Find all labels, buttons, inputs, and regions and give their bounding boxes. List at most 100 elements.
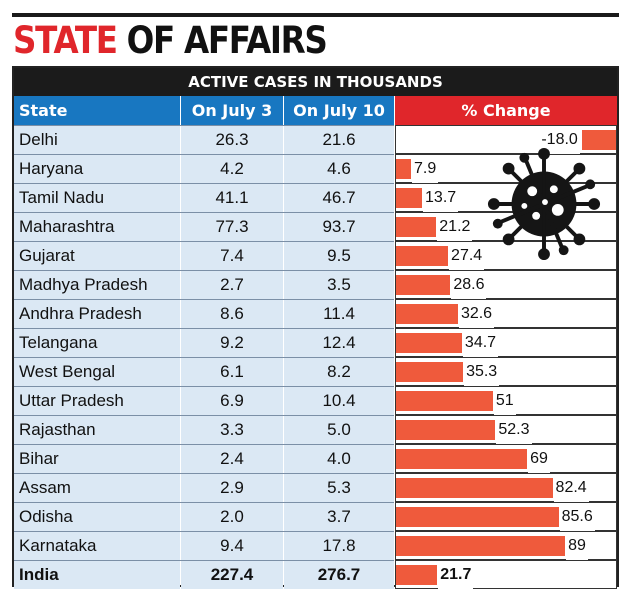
row-divider	[14, 270, 394, 271]
change-bar-madhya-pradesh	[396, 275, 451, 295]
header-july3: On July 3	[181, 96, 283, 125]
row-divider	[14, 560, 394, 561]
change-bar-andhra-pradesh	[396, 304, 458, 324]
july3-cell: 9.4	[181, 531, 283, 560]
july3-cell: 3.3	[181, 415, 283, 444]
row-divider	[14, 241, 394, 242]
change-bar-bihar	[396, 449, 528, 469]
change-label-telangana: 34.7	[462, 329, 499, 357]
change-cell: 32.6	[395, 299, 617, 328]
change-bar-assam	[396, 478, 553, 498]
change-cell: 52.3	[395, 415, 617, 444]
state-cell: Rajasthan	[14, 415, 180, 444]
change-cell: -18.0	[395, 125, 617, 154]
row-divider	[14, 531, 394, 532]
state-cell: Haryana	[14, 154, 180, 183]
state-cell: Odisha	[14, 502, 180, 531]
july3-cell: 8.6	[181, 299, 283, 328]
change-bar-odisha	[396, 507, 559, 527]
state-cell: Bihar	[14, 444, 180, 473]
table-row: Assam 2.9 5.3 82.4	[14, 473, 617, 502]
change-label-haryana: 7.9	[412, 155, 439, 183]
row-divider	[14, 154, 394, 155]
change-label-karnataka: 89	[566, 532, 588, 560]
change-cell: 35.3	[395, 357, 617, 386]
table-row: Uttar Pradesh 6.9 10.4 51	[14, 386, 617, 415]
change-cell: 85.6	[395, 502, 617, 531]
table-row: Delhi 26.3 21.6 -18.0	[14, 125, 617, 154]
change-bar-gujarat	[396, 246, 449, 266]
change-label-rajasthan: 52.3	[496, 416, 532, 444]
change-bar-rajasthan	[396, 420, 496, 440]
row-divider	[14, 125, 394, 126]
change-cell: 69	[395, 444, 617, 473]
state-cell: Madhya Pradesh	[14, 270, 180, 299]
row-divider	[14, 183, 394, 184]
table-row: Karnataka 9.4 17.8 89	[14, 531, 617, 560]
headline: STATE OF AFFAIRS	[13, 19, 328, 63]
total-row: India 227.4 276.7 21.7	[14, 560, 617, 589]
header-row: State On July 3 On July 10 % Change	[14, 96, 617, 125]
july10-cell: 11.4	[284, 299, 394, 328]
change-label-tamil-nadu: 13.7	[423, 184, 459, 212]
table-row: Odisha 2.0 3.7 85.6	[14, 502, 617, 531]
july3-cell: 6.1	[181, 357, 283, 386]
row-divider	[14, 299, 394, 300]
row-divider	[14, 386, 394, 387]
table-row: Gujarat 7.4 9.5 27.4	[14, 241, 617, 270]
change-cell: 89	[395, 531, 617, 560]
july3-cell: 26.3	[181, 125, 283, 154]
change-bar-haryana	[396, 159, 411, 179]
state-cell: Andhra Pradesh	[14, 299, 180, 328]
change-bar-telangana	[396, 333, 462, 353]
change-label-odisha: 85.6	[559, 503, 595, 531]
july10-cell: 3.5	[284, 270, 394, 299]
july10-cell: 4.6	[284, 154, 394, 183]
july10-cell: 5.3	[284, 473, 394, 502]
table-row: Rajasthan 3.3 5.0 52.3	[14, 415, 617, 444]
july10-cell: 21.6	[284, 125, 394, 154]
july3-cell: 77.3	[181, 212, 283, 241]
change-cell: 51	[395, 386, 617, 415]
change-label-west-bengal: 35.3	[464, 358, 500, 386]
coronavirus-icon	[487, 147, 601, 261]
table-row: Telangana 9.2 12.4 34.7	[14, 328, 617, 357]
row-divider	[14, 212, 394, 213]
july3-cell: 6.9	[181, 386, 283, 415]
july3-cell: 227.4	[181, 560, 283, 589]
july3-cell: 41.1	[181, 183, 283, 212]
july10-cell: 46.7	[284, 183, 394, 212]
july10-cell: 8.2	[284, 357, 394, 386]
july10-cell: 3.7	[284, 502, 394, 531]
change-cell: 13.7	[395, 183, 617, 212]
change-bar-tamil-nadu	[396, 188, 423, 208]
change-label-andhra-pradesh: 32.6	[458, 300, 495, 328]
july3-cell: 2.9	[181, 473, 283, 502]
row-divider	[14, 473, 394, 474]
change-label-gujarat: 27.4	[449, 242, 485, 270]
header-change: % Change	[395, 96, 617, 125]
row-divider	[14, 328, 394, 329]
july3-cell: 4.2	[181, 154, 283, 183]
july3-cell: 2.0	[181, 502, 283, 531]
state-cell: Assam	[14, 473, 180, 502]
july10-cell: 93.7	[284, 212, 394, 241]
july3-cell: 9.2	[181, 328, 283, 357]
state-cell: West Bengal	[14, 357, 180, 386]
july3-cell: 2.7	[181, 270, 283, 299]
header-july10: On July 10	[284, 96, 394, 125]
change-cell: 21.7	[395, 560, 617, 589]
table-row: Tamil Nadu 41.1 46.7 13.7	[14, 183, 617, 212]
table-row: Madhya Pradesh 2.7 3.5 28.6	[14, 270, 617, 299]
july10-cell: 10.4	[284, 386, 394, 415]
july10-cell: 12.4	[284, 328, 394, 357]
change-label-uttar-pradesh: 51	[493, 387, 516, 415]
state-cell: Karnataka	[14, 531, 180, 560]
table-subtitle: ACTIVE CASES IN THOUSANDS	[14, 68, 617, 96]
change-bar-west-bengal	[396, 362, 464, 382]
row-divider	[14, 357, 394, 358]
change-label-assam: 82.4	[553, 474, 589, 502]
top-rule	[12, 13, 619, 17]
july3-cell: 2.4	[181, 444, 283, 473]
change-bar-india	[396, 565, 438, 585]
